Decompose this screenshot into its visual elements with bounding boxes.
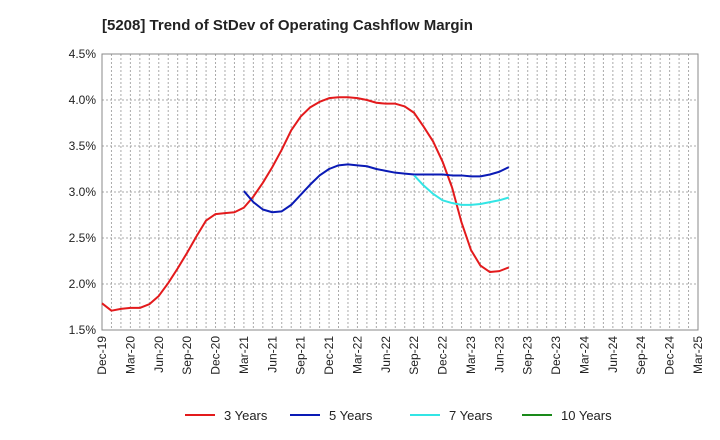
x-tick-label: Jun-23 — [492, 336, 506, 373]
y-tick-label: 4.5% — [69, 47, 97, 61]
x-tick-label: Dec-24 — [663, 336, 677, 375]
x-tick-label: Dec-19 — [95, 336, 109, 375]
x-tick-label: Mar-25 — [691, 336, 705, 374]
x-tick-label: Jun-20 — [152, 336, 166, 373]
x-tick-label: Sep-20 — [180, 336, 194, 375]
x-tick-label: Jun-22 — [379, 336, 393, 373]
legend-label: 5 Years — [329, 408, 373, 423]
y-axis-ticks: 1.5% 2.0% 2.5% 3.0% 3.5% 4.0% 4.5% — [69, 47, 97, 337]
series-lines — [101, 96, 510, 312]
y-tick-label: 3.0% — [69, 185, 97, 199]
x-tick-label: Dec-21 — [322, 336, 336, 375]
x-tick-label: Sep-23 — [521, 336, 535, 375]
x-tick-label: Sep-21 — [294, 336, 308, 375]
grid — [101, 53, 699, 331]
series-line-3-years — [101, 96, 510, 312]
x-tick-label: Mar-21 — [237, 336, 251, 374]
plot-frame — [101, 53, 699, 331]
series-line-7-years — [413, 174, 510, 206]
y-tick-label: 2.0% — [69, 277, 97, 291]
x-tick-label: Sep-22 — [407, 336, 421, 375]
legend: 3 Years 5 Years 7 Years 10 Years — [185, 408, 612, 423]
y-tick-label: 1.5% — [69, 323, 97, 337]
x-tick-label: Mar-22 — [350, 336, 364, 374]
x-tick-label: Jun-24 — [606, 336, 620, 373]
legend-label: 3 Years — [224, 408, 268, 423]
y-tick-label: 4.0% — [69, 93, 97, 107]
x-tick-label: Dec-22 — [436, 336, 450, 375]
legend-label: 7 Years — [449, 408, 493, 423]
x-tick-label: Dec-23 — [549, 336, 563, 375]
x-axis-ticks: Dec-19 Mar-20 Jun-20 Sep-20 Dec-20 Mar-21 Jun-… — [95, 336, 705, 375]
x-tick-label: Mar-24 — [577, 336, 591, 374]
legend-label: 10 Years — [561, 408, 612, 423]
x-tick-label: Sep-24 — [634, 336, 648, 375]
x-tick-label: Mar-20 — [123, 336, 137, 374]
x-tick-label: Dec-20 — [209, 336, 223, 375]
chart-title: [5208] Trend of StDev of Operating Cashf… — [102, 17, 473, 34]
y-tick-label: 3.5% — [69, 139, 97, 153]
x-tick-label: Mar-23 — [464, 336, 478, 374]
series-line-5-years — [243, 163, 510, 214]
y-tick-label: 2.5% — [69, 231, 97, 245]
x-tick-label: Jun-21 — [265, 336, 279, 373]
